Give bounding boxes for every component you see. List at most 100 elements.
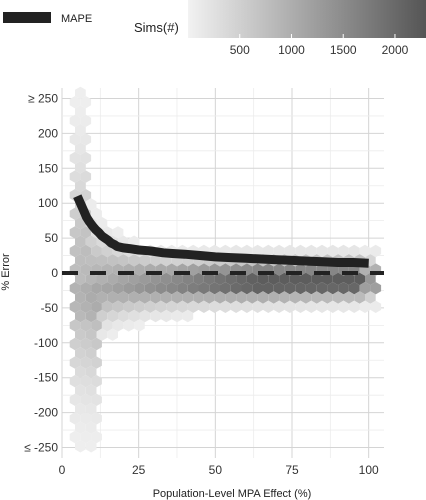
hex-cell [75,161,86,174]
hex-cell [316,282,328,295]
hex-cell [263,300,274,313]
hex-cell [354,291,365,304]
hex-cell [107,309,118,323]
hex-cell [80,133,92,146]
hex-cell [91,300,102,313]
mape-line [73,194,369,268]
hex-cell [150,272,161,286]
hex-cell [69,337,81,351]
hex-cell [75,142,86,155]
hex-cell [91,375,102,388]
hex-cell [246,291,258,304]
y-axis-title: % Error [0,253,12,291]
hex-cell [348,300,360,313]
hex-cell [69,430,81,444]
plot-area: 0 25 50 75 100 ≥ 250 200 150 100 50 0 -50 -100 -150 -… [24,86,384,477]
hex-cell [96,272,108,286]
hex-cell [75,440,86,453]
hex-cell [316,300,328,313]
hex-cell [198,300,210,313]
hex-cell [128,254,140,267]
hex-cell [338,244,349,258]
hex-cell [171,309,183,323]
hex-cell [69,393,81,406]
hex-cell [343,272,355,286]
hex-cell [252,244,263,258]
hex-cell [75,254,86,267]
hex-cell [101,282,113,295]
hex-cell [284,300,296,313]
hex-cell [150,309,161,323]
hex-cell [91,412,102,425]
hex-cell [150,291,161,304]
colorbar-tick-label: 500 [230,43,250,57]
y-tick-label: -50 [41,301,59,315]
hex-cell [370,282,382,295]
hex-cell [273,282,285,295]
y-tick-label: 50 [45,231,59,245]
hex-cell [166,282,178,295]
hex-cell [107,291,118,304]
y-tick-label: -200 [34,406,58,420]
hex-cell [80,170,92,183]
hex-cell [230,300,242,313]
hex-cell [198,282,210,295]
hex-cell [171,272,183,286]
hex-cell [75,105,86,118]
hex-cell [214,272,226,286]
hex-cell [112,300,124,313]
hex-cell [268,272,280,286]
hex-cell [96,328,108,341]
hex-cell [220,263,231,276]
hex-cell [187,263,199,276]
hex-cell [80,244,92,258]
hex-cell [123,282,135,295]
hex-cell [182,309,194,323]
hex-cell [365,272,376,286]
hex-cell [75,235,86,248]
hex-cell [252,282,263,295]
hex-cell [343,291,355,304]
hex-cell [112,319,124,332]
hex-cell [80,300,92,313]
hex-cell [268,291,280,304]
y-tick-label: -150 [34,371,58,385]
hex-cell [316,244,328,258]
hex-cell [85,347,97,360]
hex-cell [69,151,81,165]
y-tick-label: 200 [38,126,58,140]
hex-cell [107,272,118,286]
hex-cell [359,282,371,295]
y-tick-label: ≥ 250 [28,91,58,105]
hex-cell [75,365,86,379]
hex-cell [273,244,285,258]
hex-cell [166,300,178,313]
hex-cell [75,272,86,286]
legend-mape-label: MAPE [61,13,92,25]
hex-cell [80,96,92,109]
hex-cell [91,393,102,406]
hex-cell [311,272,322,286]
hex-cell [236,272,247,286]
hex-cell [80,319,92,332]
hex-cell [75,179,86,193]
hex-cell [241,300,253,313]
hex-cell [69,412,81,425]
hex-cell [69,226,81,239]
hex-cell [107,254,118,267]
hex-cell [284,244,296,258]
hex-cell [134,263,145,276]
hex-cell [75,86,86,100]
hex-cell [123,300,135,313]
hex-cell [69,244,81,258]
hex-cell [96,254,108,267]
hex-cell [80,337,92,351]
hex-cell [305,300,317,313]
hex-cell [359,244,371,258]
hex-cell [91,337,102,351]
hex-cell [246,272,258,286]
hex-cell [96,291,108,304]
hex-cell [284,282,296,295]
colorbar-tick-label: 1000 [278,43,305,57]
hex-cell [160,272,172,286]
